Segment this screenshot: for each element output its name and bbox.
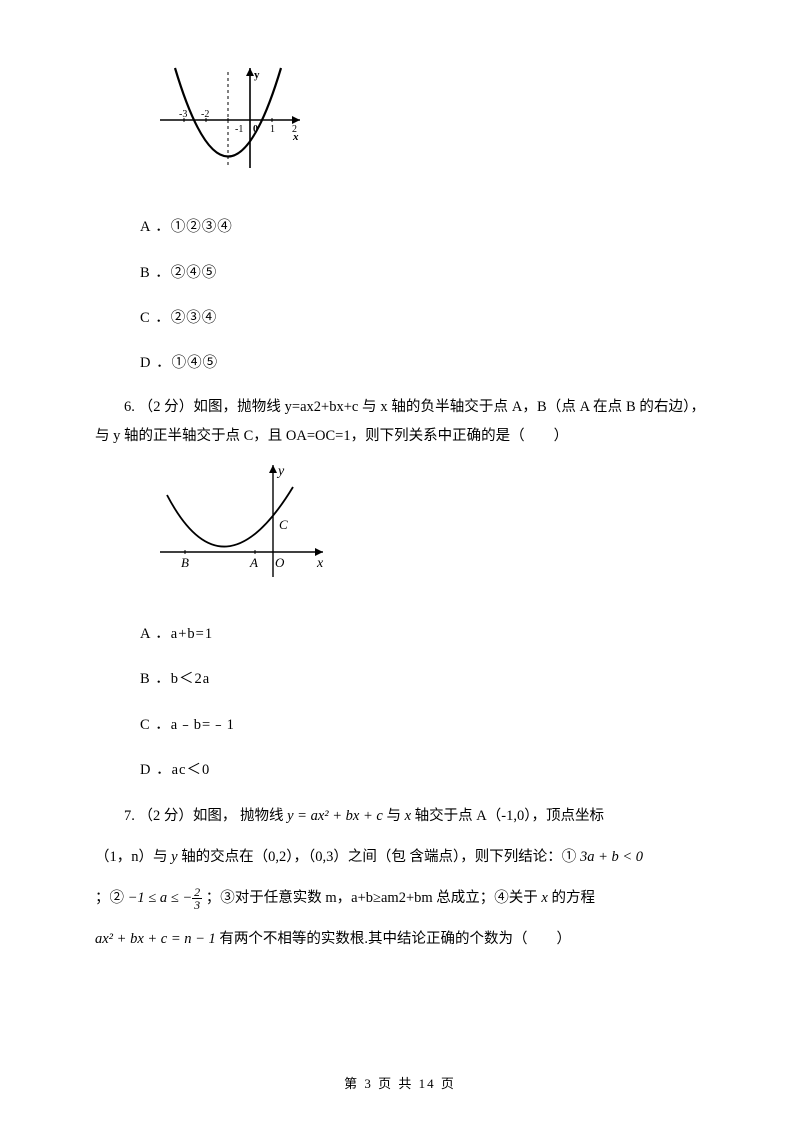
svg-text:1: 1 (270, 124, 275, 135)
q7-l1a: 7. （2 分）如图， 抛物线 (124, 808, 287, 824)
q6-option-c-text: a﹣b=﹣1 (171, 717, 235, 733)
svg-text:x: x (292, 131, 299, 143)
q5-option-b: B ．②④⑤ (140, 257, 705, 290)
q6-option-b-text: b＜2a (171, 671, 210, 687)
q5-option-d: D ．①④⑤ (140, 347, 705, 380)
q6-option-d-text: ac＜0 (172, 762, 211, 778)
svg-text:y: y (276, 464, 285, 479)
footer-page: 3 (364, 1076, 373, 1091)
q6-option-a: A ．a+b=1 (140, 618, 705, 651)
q6-option-d: D ．ac＜0 (140, 754, 705, 787)
q5-option-a-text: ①②③④ (171, 219, 233, 235)
q7-l3c: 的方程 (548, 890, 595, 906)
svg-text:O: O (275, 555, 285, 570)
q7-eq3: −1 ≤ a ≤ −23 (128, 881, 203, 916)
q5-option-a: A ．①②③④ (140, 211, 705, 244)
footer-suffix: 页 (436, 1076, 456, 1091)
svg-text:-2: -2 (201, 109, 209, 120)
q7-text-2: （1，n）与 y 轴的交点在（0,2），（0,3）之间（包 含端点），则下列结论… (95, 840, 705, 875)
q7-l1b: 与 (383, 808, 405, 824)
q7-paren: （ ） (513, 931, 571, 947)
q7-eq4: ax² + bx + c = n − 1 (95, 931, 216, 947)
svg-text:-1: -1 (235, 124, 243, 135)
svg-text:-3: -3 (179, 109, 187, 120)
q7-l1c: 轴交于点 A（-1,0），顶点坐标 (411, 808, 604, 824)
q6-option-a-text: a+b=1 (171, 626, 213, 642)
parabola-graph-1: -3 -2 -1 0 1 2 y x (155, 60, 310, 178)
svg-text:x: x (316, 556, 324, 571)
svg-text:y: y (254, 69, 260, 81)
q7-l3a: ；② (95, 890, 128, 906)
parabola-graph-2: y x O A B C (155, 457, 330, 585)
q7-text: 7. （2 分）如图， 抛物线 y = ax² + bx + c 与 x 轴交于… (95, 799, 705, 834)
footer-total: 14 (419, 1076, 436, 1091)
footer-mid: 页 共 (373, 1076, 419, 1091)
q7-l4b: 有两个不相等的实数根.其中结论正确的个数为 (216, 931, 513, 947)
svg-text:B: B (181, 555, 189, 570)
q7-l3b: ；③对于任意实数 m，a+b≥am2+bm 总成立；④关于 (206, 890, 542, 906)
q5-option-c: C ．②③④ (140, 302, 705, 335)
q7-text-3: ；② −1 ≤ a ≤ −23 ；③对于任意实数 m，a+b≥am2+bm 总成… (95, 881, 705, 916)
figure-q6: y x O A B C (155, 457, 705, 598)
svg-text:A: A (249, 555, 258, 570)
svg-text:C: C (279, 517, 288, 532)
q6-text: 6. （2 分）如图，抛物线 y=ax2+bx+c 与 x 轴的负半轴交于点 A… (95, 393, 705, 451)
q6-option-b: B ．b＜2a (140, 663, 705, 696)
q5-option-c-text: ②③④ (171, 310, 218, 326)
figure-q5: -3 -2 -1 0 1 2 y x (155, 60, 705, 191)
q7-text-4: ax² + bx + c = n − 1 有两个不相等的实数根.其中结论正确的个… (95, 922, 705, 957)
q7-eq2: 3a + b < 0 (580, 849, 643, 865)
footer-prefix: 第 (344, 1076, 364, 1091)
page-footer: 第 3 页 共 14 页 (0, 1073, 800, 1092)
q5-option-b-text: ②④⑤ (171, 265, 218, 281)
page-content: -3 -2 -1 0 1 2 y x A ．①②③④ B ．②④⑤ C ．②③④… (0, 0, 800, 1003)
q5-option-d-text: ①④⑤ (172, 355, 219, 371)
q7-eq1: y = ax² + bx + c (287, 808, 383, 824)
q7-l2b: 轴的交点在（0,2），（0,3）之间（包 含端点），则下列结论：① (178, 849, 580, 865)
q6-option-c: C ．a﹣b=﹣1 (140, 709, 705, 742)
q7-l2a: （1，n）与 (95, 849, 171, 865)
